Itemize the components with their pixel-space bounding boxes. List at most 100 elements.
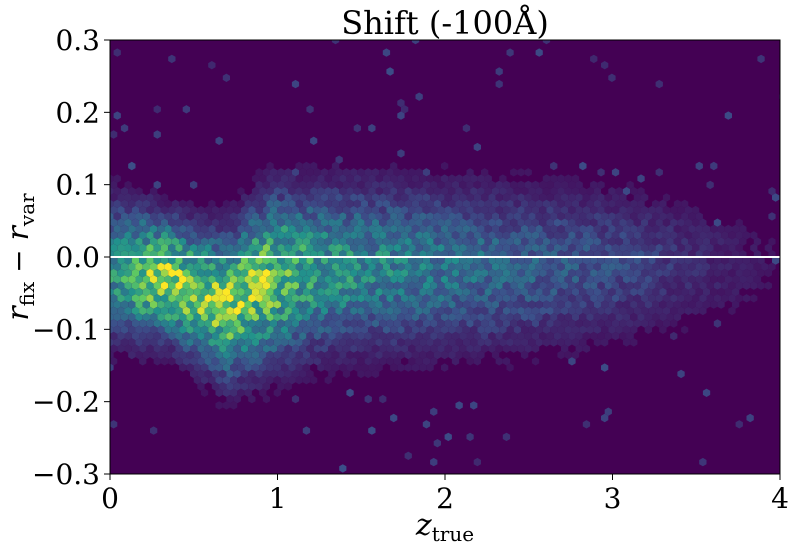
hexbin-cell [553,231,561,240]
hexbin-cell [455,224,463,234]
hexbin-cell [382,262,391,271]
hexbin-cell [164,325,172,334]
hexbin-cell [637,174,645,183]
hexbin-cell [695,237,703,246]
hexbin-cell [535,48,543,57]
hexbin-cell [295,350,303,360]
hexbin-cell [455,187,463,196]
hexbin-cell [411,262,420,271]
hexbin-cell [266,199,274,208]
hexbin-cell [117,319,125,328]
hexbin-cell [153,231,161,240]
hexbin-cell [110,212,114,221]
hexbin-cell [197,243,205,253]
hexbin-cell [288,363,296,372]
hexbin-cell [459,256,467,265]
hexbin-cell [270,218,278,227]
hexbin-cell [757,256,765,265]
hexbin-cell [222,300,230,309]
hexbin-cell [277,344,285,353]
hexbin-cell [557,187,565,196]
hexbin-cell [284,331,292,341]
hexbin-cell [197,281,205,290]
hexbin-cell [695,275,703,284]
hexbin-cell [611,243,620,253]
hexbin-cell [481,205,489,215]
hexbin-cell [586,313,594,322]
hexbin-cell [677,231,685,240]
hexbin-cell [491,237,500,246]
hexbin-cell [521,338,529,347]
hexbin-cell [401,319,409,328]
hexbin-cell [368,124,376,133]
hexbin-cell [230,363,238,372]
hexbin-cell [117,331,125,341]
hexbin-cell [211,218,220,227]
hexbin-cell [735,256,743,265]
hexbin-cell [259,262,267,271]
hexbin-cell [262,306,270,316]
hexbin-cell [426,363,434,372]
hexbin-cell [240,294,249,303]
hexbin-cell [328,306,336,316]
hexbin-cell [313,294,321,303]
hexbin-cell [619,243,627,253]
hexbin-cell [524,205,532,215]
hexbin-cell [186,325,194,334]
hexbin-cell [262,382,270,391]
hexbin-cell [772,256,780,265]
hexbin-cell [597,294,605,303]
hexbin-cell [295,300,303,309]
hexbin-cell [302,338,311,347]
hexbin-cell [237,313,245,322]
hexbin-cell [110,187,114,196]
hexbin-cell [502,294,511,303]
hexbin-cell [128,300,136,309]
hexbin-cell [313,193,321,202]
hexbin-cell [622,224,631,234]
hexbin-cell [430,306,438,316]
hexbin-cell [244,388,252,397]
hexbin-cell [222,212,230,221]
hexbin-cell [462,300,471,309]
hexbin-cell [451,294,460,303]
hexbin-cell [397,187,405,196]
hexbin-cell [411,325,420,334]
hexbin-cell [481,331,489,341]
hexbin-cell [120,300,129,309]
hexbin-cell [288,275,296,284]
hexbin-cell [437,344,445,353]
hexbin-cell [393,205,401,215]
hexbin-cell [342,331,351,341]
hexbin-cell [168,331,176,341]
hexbin-cell [310,187,318,196]
hexbin-cell [299,306,307,316]
hexbin-cell [462,338,471,347]
hexbin-cell [568,180,576,190]
hexbin-cell [306,369,314,379]
hexbin-cell [222,338,230,347]
hexbin-cell [470,187,478,196]
hexbin-cell [248,357,256,366]
hexbin-cell [153,281,161,290]
hexbin-cell [386,243,394,253]
hexbin-cell [110,268,118,278]
hexbin-cell [135,300,143,309]
hexbin-cell [506,187,514,196]
hexbin-cell [266,262,274,271]
hexbin-cell [637,313,645,322]
hexbin-cell [299,319,307,328]
hexbin-cell [597,193,605,202]
hexbin-cell [426,237,434,246]
hexbin-cell [328,231,336,240]
hexbin-cell [295,199,303,208]
hexbin-cell [404,237,412,246]
hexbin-cell [328,193,336,202]
hexbin-cell [637,275,645,284]
hexbin-cell [244,300,252,309]
hexbin-cell [684,281,692,290]
hexbin-cell [670,306,678,316]
hexbin-cell [499,262,507,271]
hexbin-cell [291,294,300,303]
hexbin-cell [146,256,154,265]
